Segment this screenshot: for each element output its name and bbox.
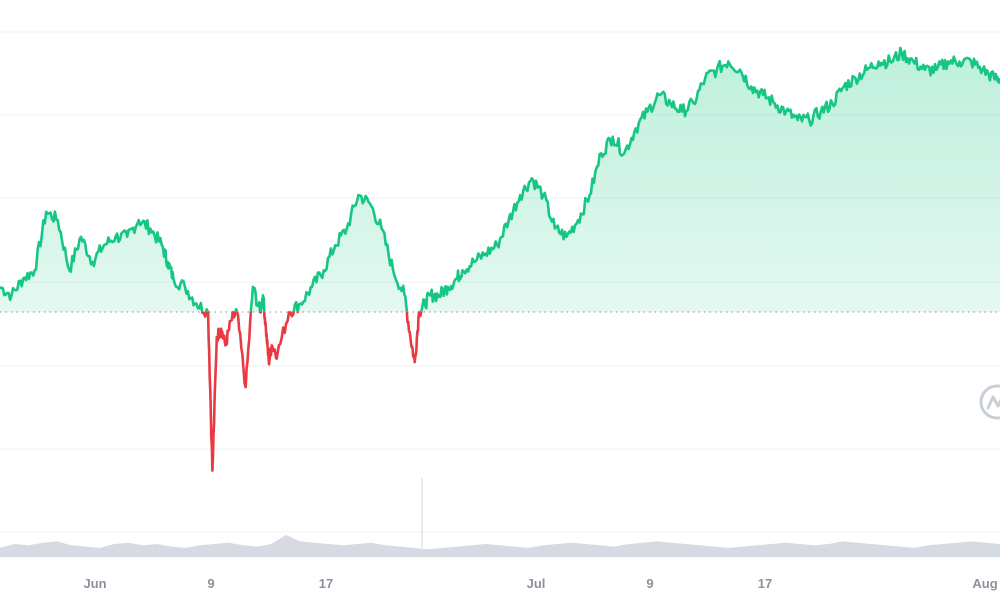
volume-area: [0, 534, 1000, 557]
coinmarketcap-logo-icon: [979, 384, 1000, 420]
x-tick-label: 9: [207, 576, 214, 591]
x-tick-label: Jun: [83, 576, 106, 591]
volume-bars: [0, 534, 1000, 557]
x-tick-label: 17: [758, 576, 772, 591]
x-tick-label: Aug: [972, 576, 997, 591]
price-area-fill: [0, 47, 1000, 312]
price-line-above-baseline: [0, 46, 1000, 312]
x-tick-label: Jul: [527, 576, 546, 591]
x-tick-label: 9: [646, 576, 653, 591]
x-tick-label: 17: [319, 576, 333, 591]
